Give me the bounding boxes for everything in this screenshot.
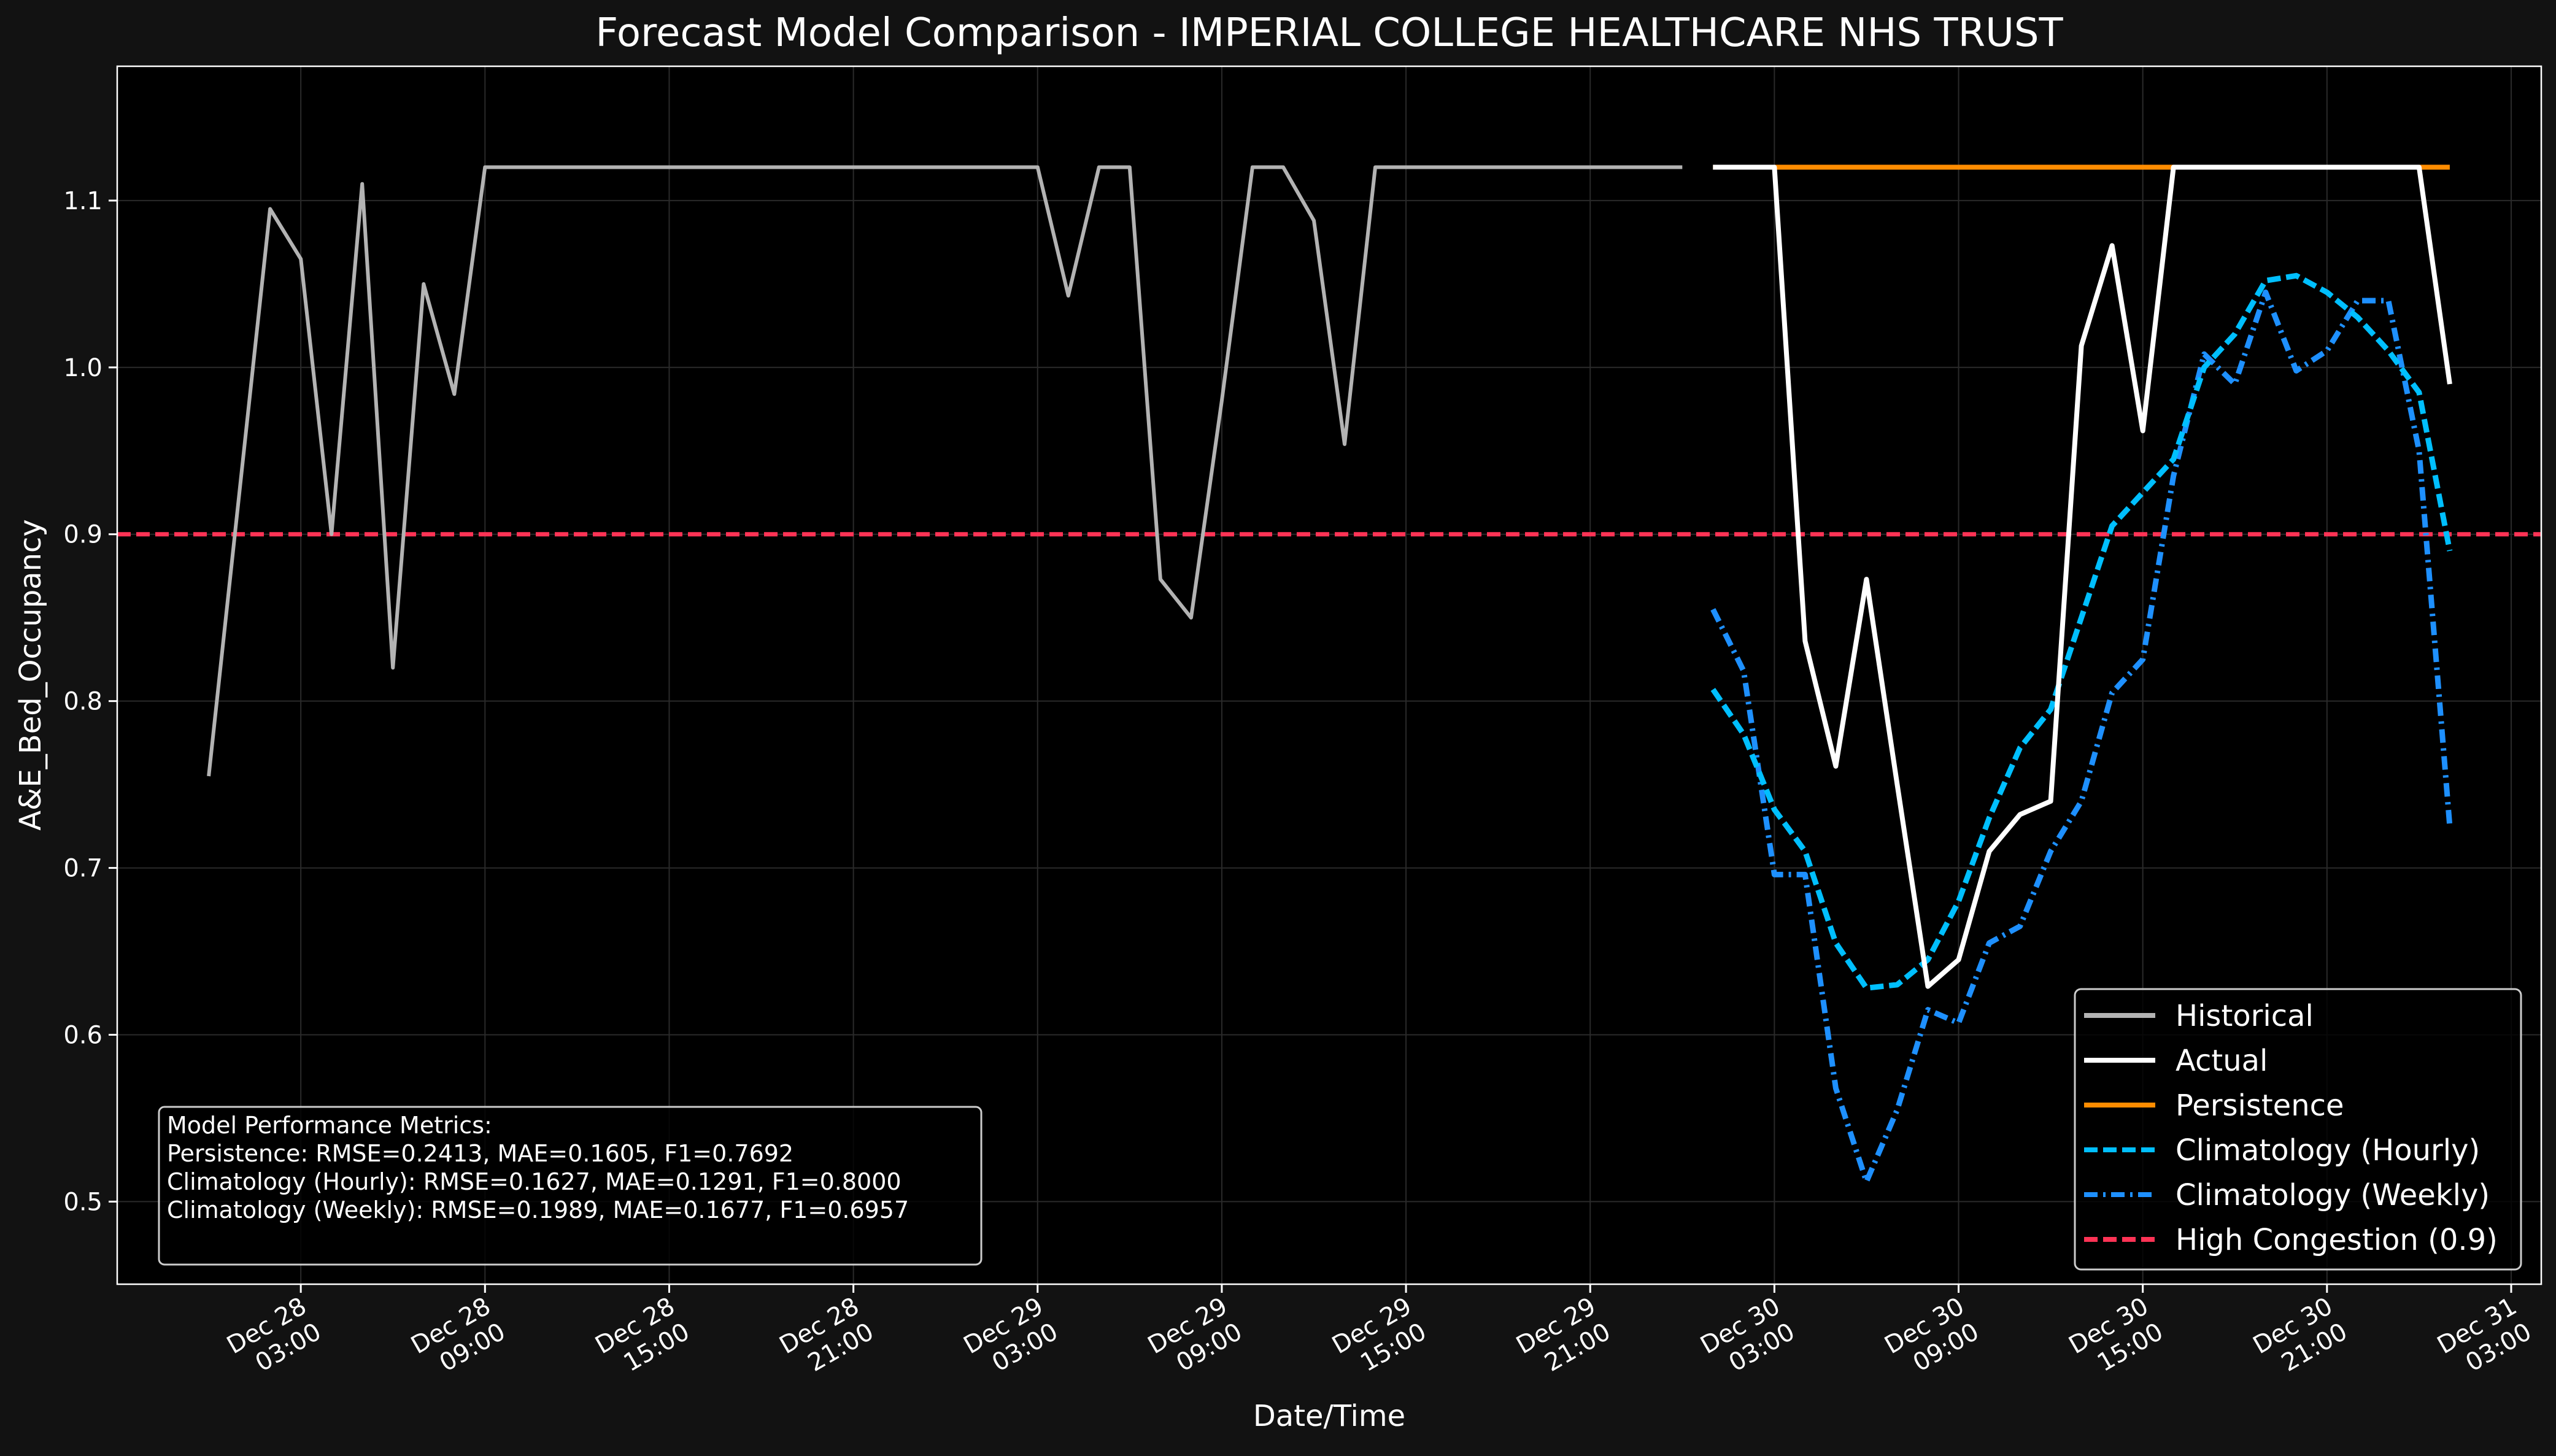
series-line-climatology-hourly bbox=[1710, 272, 2453, 991]
x-axis-label: Date/Time bbox=[1253, 1399, 1405, 1433]
y-tick-label: 0.7 bbox=[63, 855, 102, 883]
metrics-persistence: Persistence: RMSE=0.2413, MAE=0.1605, F1… bbox=[167, 1140, 793, 1167]
legend-label-historical: Historical bbox=[2176, 999, 2314, 1033]
y-axis-label: A&E_Bed_Occupancy bbox=[14, 519, 48, 831]
legend-label-climatology-weekly: Climatology (Weekly) bbox=[2176, 1178, 2490, 1212]
legend-items: Historical Actual Persistence Climatology (… bbox=[2084, 999, 2498, 1257]
y-tick-label: 0.9 bbox=[63, 521, 102, 549]
legend-frame bbox=[2074, 988, 2522, 1271]
y-tick-label: 0.5 bbox=[63, 1188, 102, 1216]
metrics-box: Model Performance Metrics: Persistence: … bbox=[158, 1106, 983, 1266]
series-lines bbox=[207, 164, 2453, 1185]
grid bbox=[117, 66, 2541, 1284]
y-tick-label: 0.6 bbox=[63, 1021, 102, 1049]
chart-title: Forecast Model Comparison - IMPERIAL COL… bbox=[595, 10, 2063, 56]
series-line-climatology-weekly bbox=[1710, 289, 2453, 1185]
legend-label-climatology-hourly: Climatology (Hourly) bbox=[2176, 1133, 2480, 1168]
legend: Historical Actual Persistence Climatology (… bbox=[2074, 988, 2522, 1271]
series-line-historical bbox=[207, 165, 1683, 777]
plot-frame bbox=[116, 65, 2542, 1285]
series-line-actual bbox=[1713, 164, 2452, 989]
metrics-climatology-hourly: Climatology (Hourly): RMSE=0.1627, MAE=0… bbox=[167, 1168, 902, 1195]
legend-label-actual: Actual bbox=[2176, 1044, 2268, 1078]
y-tick-label: 0.8 bbox=[63, 688, 102, 716]
legend-label-high-congestion-0-9: High Congestion (0.9) bbox=[2176, 1223, 2498, 1257]
metrics-box-heading: Model Performance Metrics: bbox=[167, 1112, 492, 1139]
y-tick-label: 1.1 bbox=[63, 187, 102, 215]
metrics-climatology-weekly: Climatology (Weekly): RMSE=0.1989, MAE=0… bbox=[167, 1196, 909, 1223]
y-tick-label: 1.0 bbox=[63, 354, 102, 382]
y-axis-ticks: 0.5 0.6 0.7 0.8 0.9 1.0 1.1 bbox=[63, 187, 117, 1216]
legend-label-persistence: Persistence bbox=[2176, 1088, 2344, 1123]
metrics-box-frame bbox=[158, 1106, 983, 1266]
